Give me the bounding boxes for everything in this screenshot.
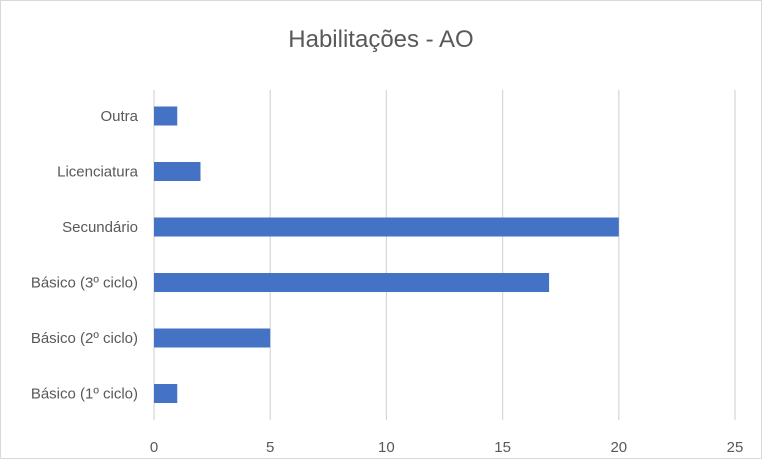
x-tick-label: 15 — [494, 439, 511, 456]
bar — [154, 106, 178, 126]
x-tick-label: 20 — [610, 439, 627, 456]
bars — [154, 106, 619, 403]
category-labels: Outra Licenciatura Secundário Básico (3º ci… — [31, 108, 139, 403]
x-tick-label: 10 — [378, 439, 395, 456]
category-label: Licenciatura — [57, 164, 139, 181]
bar — [154, 217, 619, 237]
chart-title: Habilitações - AO — [288, 26, 474, 53]
category-label: Básico (2º ciclo) — [31, 330, 138, 347]
x-tick-label: 25 — [727, 439, 744, 456]
bar — [154, 162, 201, 181]
bar — [154, 273, 550, 292]
bar — [154, 328, 271, 348]
x-tick-label: 5 — [266, 439, 274, 456]
category-label: Outra — [100, 108, 138, 125]
category-label: Básico (3º ciclo) — [31, 275, 138, 292]
gridlines — [153, 90, 736, 420]
x-tick-label: 0 — [150, 439, 158, 456]
bar — [154, 384, 178, 403]
x-tick-labels: 0 5 10 15 20 25 — [150, 439, 744, 456]
category-label: Secundário — [62, 219, 138, 236]
category-label: Básico (1º ciclo) — [31, 386, 138, 403]
